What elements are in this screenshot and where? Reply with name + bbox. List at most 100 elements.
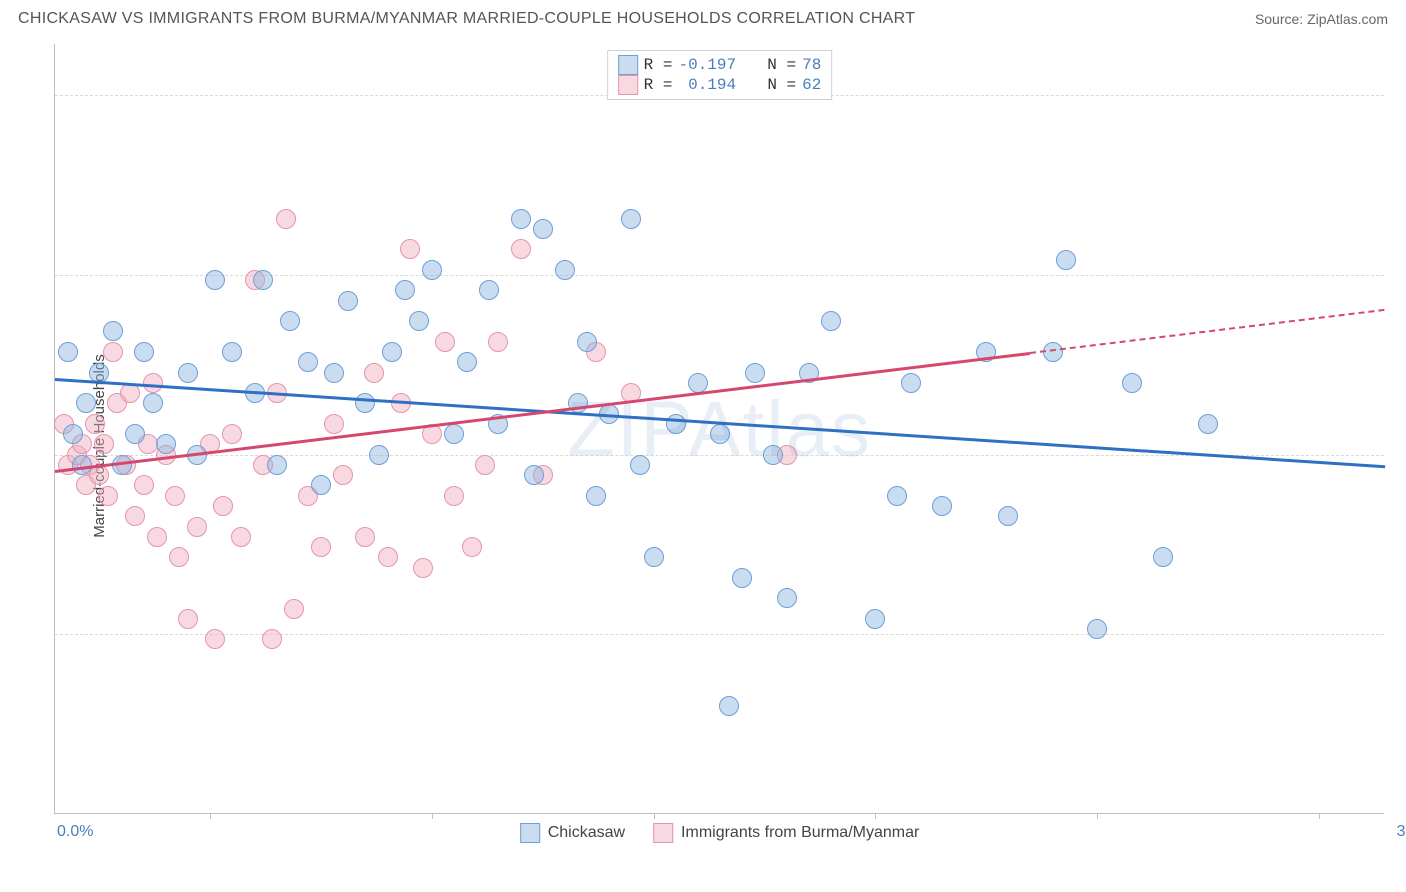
data-point-immigrants (120, 383, 140, 403)
data-point-chickasaw (58, 342, 78, 362)
data-point-chickasaw (763, 445, 783, 465)
data-point-immigrants (462, 537, 482, 557)
data-point-chickasaw (1056, 250, 1076, 270)
data-point-chickasaw (887, 486, 907, 506)
data-point-chickasaw (324, 363, 344, 383)
data-point-chickasaw (666, 414, 686, 434)
r-label: R = (644, 56, 673, 74)
chart-title: CHICKASAW VS IMMIGRANTS FROM BURMA/MYANM… (18, 10, 915, 28)
data-point-immigrants (231, 527, 251, 547)
data-point-immigrants (284, 599, 304, 619)
data-point-immigrants (125, 506, 145, 526)
data-point-immigrants (147, 527, 167, 547)
data-point-chickasaw (444, 424, 464, 444)
data-point-chickasaw (156, 434, 176, 454)
data-point-chickasaw (422, 260, 442, 280)
data-point-chickasaw (577, 332, 597, 352)
gridline (55, 634, 1384, 635)
x-tick-mark (432, 813, 433, 819)
trend-line-immigrants-ext (1030, 309, 1385, 354)
data-point-chickasaw (745, 363, 765, 383)
data-point-chickasaw (63, 424, 83, 444)
legend-label-chickasaw: Chickasaw (548, 824, 625, 842)
legend-item-immigrants: Immigrants from Burma/Myanmar (653, 823, 919, 843)
chart-header: CHICKASAW VS IMMIGRANTS FROM BURMA/MYANM… (0, 0, 1406, 36)
data-point-immigrants (333, 465, 353, 485)
data-point-immigrants (364, 363, 384, 383)
legend-row-immigrants: R = 0.194 N = 62 (618, 75, 822, 95)
legend-label-immigrants: Immigrants from Burma/Myanmar (681, 824, 919, 842)
x-tick-mark (654, 813, 655, 819)
data-point-chickasaw (586, 486, 606, 506)
data-point-chickasaw (76, 393, 96, 413)
data-point-immigrants (511, 239, 531, 259)
data-point-chickasaw (524, 465, 544, 485)
data-point-chickasaw (382, 342, 402, 362)
data-point-immigrants (400, 239, 420, 259)
data-point-chickasaw (511, 209, 531, 229)
data-point-immigrants (262, 629, 282, 649)
legend-item-chickasaw: Chickasaw (520, 823, 625, 843)
y-tick-label: 62.5% (1394, 266, 1406, 284)
data-point-immigrants (134, 475, 154, 495)
data-point-chickasaw (865, 609, 885, 629)
data-point-chickasaw (409, 311, 429, 331)
data-point-chickasaw (1153, 547, 1173, 567)
x-tick-mark (1097, 813, 1098, 819)
data-point-immigrants (435, 332, 455, 352)
y-tick-label: 45.0% (1394, 446, 1406, 464)
gridline (55, 455, 1384, 456)
data-point-chickasaw (688, 373, 708, 393)
data-point-immigrants (213, 496, 233, 516)
x-tick-label: 30.0% (1397, 823, 1406, 841)
data-point-chickasaw (267, 455, 287, 475)
data-point-immigrants (103, 342, 123, 362)
data-point-chickasaw (533, 219, 553, 239)
r-value-immigrants: 0.194 (678, 76, 736, 94)
data-point-chickasaw (457, 352, 477, 372)
scatter-chart: ZIPAtlas R = -0.197 N = 78 R = 0.194 N =… (54, 44, 1384, 814)
data-point-chickasaw (710, 424, 730, 444)
data-point-chickasaw (205, 270, 225, 290)
data-point-chickasaw (222, 342, 242, 362)
correlation-legend: R = -0.197 N = 78 R = 0.194 N = 62 (607, 50, 833, 100)
x-tick-label: 0.0% (57, 823, 93, 841)
data-point-chickasaw (1087, 619, 1107, 639)
data-point-immigrants (355, 527, 375, 547)
data-point-immigrants (187, 517, 207, 537)
data-point-chickasaw (555, 260, 575, 280)
data-point-immigrants (89, 465, 109, 485)
legend-row-chickasaw: R = -0.197 N = 78 (618, 55, 822, 75)
data-point-immigrants (276, 209, 296, 229)
data-point-chickasaw (298, 352, 318, 372)
data-point-chickasaw (998, 506, 1018, 526)
data-point-chickasaw (125, 424, 145, 444)
data-point-chickasaw (621, 209, 641, 229)
y-tick-label: 80.0% (1394, 86, 1406, 104)
data-point-immigrants (488, 332, 508, 352)
data-point-immigrants (143, 373, 163, 393)
data-point-chickasaw (280, 311, 300, 331)
swatch-chickasaw (618, 55, 638, 75)
data-point-immigrants (85, 414, 105, 434)
swatch-immigrants (653, 823, 673, 843)
data-point-chickasaw (777, 588, 797, 608)
data-point-chickasaw (719, 696, 739, 716)
data-point-chickasaw (253, 270, 273, 290)
data-point-immigrants (378, 547, 398, 567)
data-point-chickasaw (143, 393, 163, 413)
data-point-chickasaw (901, 373, 921, 393)
data-point-chickasaw (644, 547, 664, 567)
swatch-immigrants (618, 75, 638, 95)
data-point-chickasaw (178, 363, 198, 383)
data-point-immigrants (169, 547, 189, 567)
data-point-immigrants (94, 434, 114, 454)
n-label: N = (767, 56, 796, 74)
n-value-chickasaw: 78 (802, 56, 821, 74)
n-value-immigrants: 62 (802, 76, 821, 94)
chart-source: Source: ZipAtlas.com (1255, 11, 1388, 27)
data-point-chickasaw (932, 496, 952, 516)
data-point-chickasaw (1122, 373, 1142, 393)
data-point-immigrants (165, 486, 185, 506)
r-label: R = (644, 76, 673, 94)
